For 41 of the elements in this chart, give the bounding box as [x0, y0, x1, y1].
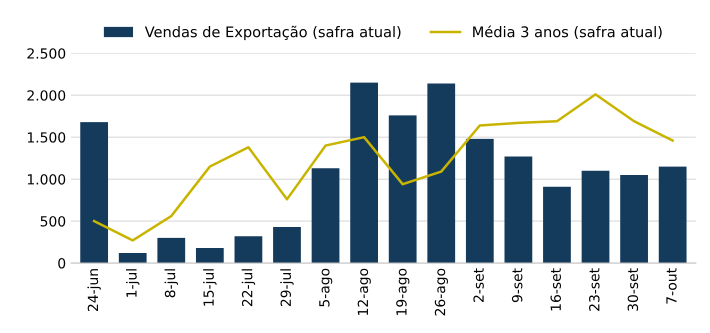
x-tick-label: 19-ago — [396, 268, 410, 315]
x-tick-label: 23-set — [589, 268, 600, 311]
x-tick-label: 24-jun — [87, 269, 101, 312]
x-tick-label: 8-jul — [164, 269, 178, 298]
bar — [388, 115, 417, 264]
bar — [234, 236, 262, 264]
bar — [196, 248, 224, 264]
x-tick-label: 22-jul — [242, 269, 256, 306]
bar — [273, 226, 301, 264]
bar — [504, 156, 532, 264]
x-tick-label: 7-out — [666, 268, 677, 304]
y-tick-label: 1.500 — [28, 132, 66, 143]
legend-label: Média 3 anos (safra atual) — [473, 25, 662, 40]
bar — [466, 138, 494, 264]
x-tick-label: 9-set — [512, 268, 522, 302]
y-tick-label: 2.500 — [27, 48, 66, 59]
y-tick-label: 0 — [58, 258, 66, 269]
bar — [543, 186, 571, 264]
bar — [582, 170, 610, 264]
bar — [658, 166, 687, 264]
x-tick-label: 26-ago — [434, 268, 448, 316]
x-tick-label: 1-jul — [126, 269, 140, 297]
bar — [157, 238, 186, 264]
x-tick-label: 12-ago — [358, 268, 371, 315]
bar — [350, 82, 378, 264]
legend-label: Vendas de Exportação (safra atual) — [144, 26, 400, 40]
x-tick-label: 5-ago — [319, 268, 332, 307]
line-series — [92, 93, 674, 242]
bar — [118, 253, 147, 264]
bar — [427, 83, 456, 264]
y-tick-label: 2.000 — [27, 90, 66, 101]
bar — [620, 174, 648, 264]
x-tick-label: 16-set — [550, 268, 561, 310]
x-tick-label: 15-jul — [203, 269, 217, 306]
x-tick-label: 29-jul — [280, 269, 294, 306]
x-tick-label: 2-set — [473, 268, 484, 302]
bar — [312, 168, 340, 264]
bar — [80, 122, 108, 264]
y-tick-label: 1.000 — [28, 174, 66, 185]
x-tick-label: 30-set — [628, 268, 638, 311]
y-tick-label: 500 — [40, 216, 66, 227]
